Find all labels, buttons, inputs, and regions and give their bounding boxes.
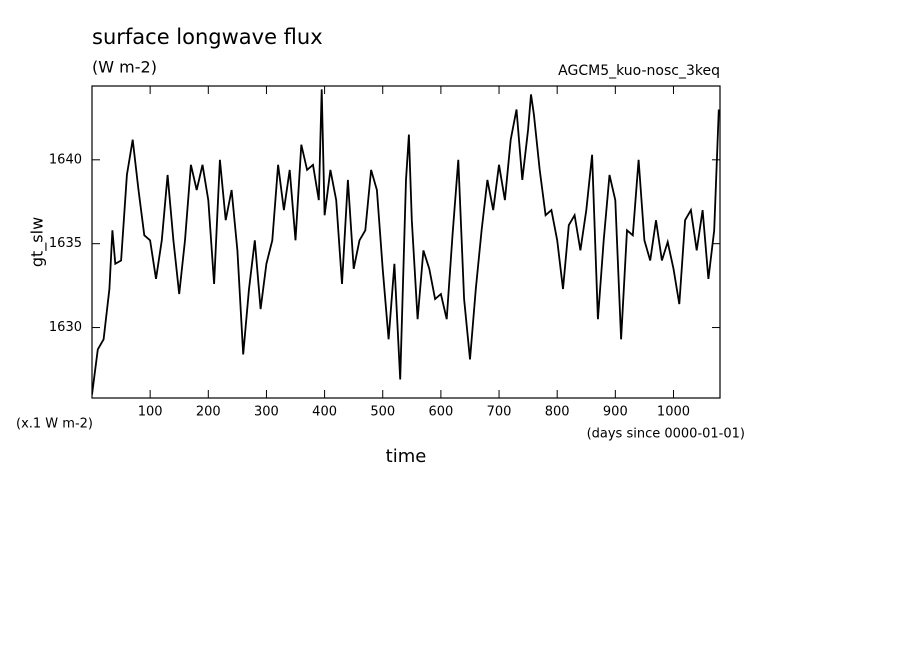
y-tick-label: 1630 [49, 320, 82, 335]
y-tick-label: 1640 [49, 152, 82, 167]
x-tick-label: 800 [545, 405, 570, 420]
x-tick-label: 1000 [657, 405, 690, 420]
x-tick-label: 300 [254, 405, 279, 420]
x-tick-label: 700 [487, 405, 512, 420]
y-axis-label: gt_slw [28, 217, 48, 267]
data-line [92, 89, 720, 395]
plot-frame [91, 85, 721, 399]
x-tick-label: 200 [196, 405, 221, 420]
x-tick-label: 100 [138, 405, 163, 420]
x-tick-label: 900 [603, 405, 628, 420]
x-tick-label: 500 [370, 405, 395, 420]
y-units: (x.1 W m-2) [16, 417, 93, 432]
x-axis-label: time [386, 446, 427, 467]
annotation: AGCM5_kuo-nosc_3keq [558, 63, 720, 79]
chart-subtitle: (W m-2) [92, 58, 157, 77]
x-tick-label: 600 [428, 405, 453, 420]
x-units: (days since 0000-01-01) [587, 427, 745, 442]
y-tick-label: 1635 [49, 236, 82, 251]
chart-title: surface longwave flux [92, 25, 323, 49]
x-tick-label: 400 [312, 405, 337, 420]
